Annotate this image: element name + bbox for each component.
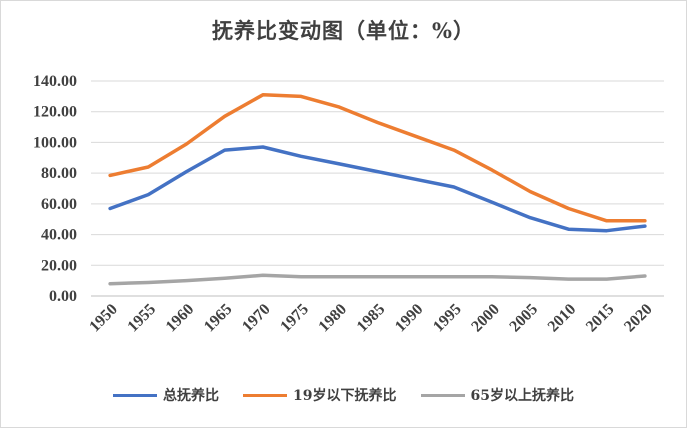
x-tick-label: 2010 xyxy=(545,301,580,336)
legend-label-elderly: 65岁以上抚养比 xyxy=(470,388,574,404)
x-tick-label: 1955 xyxy=(124,301,159,336)
y-tick-label: 60.00 xyxy=(41,196,77,213)
legend-swatch-total xyxy=(113,393,158,397)
x-tick-label: 1950 xyxy=(86,301,121,336)
legend-item-total: 总抚养比 xyxy=(113,385,219,405)
x-tick-label: 2005 xyxy=(506,301,541,336)
x-tick-label: 1980 xyxy=(315,301,350,336)
x-tick-label: 1990 xyxy=(392,301,427,336)
x-tick-label: 1970 xyxy=(239,301,274,336)
legend-label-total: 总抚养比 xyxy=(163,388,220,404)
y-tick-label: 140.00 xyxy=(33,73,77,90)
y-tick-label: 20.00 xyxy=(41,257,77,274)
x-tick-label: 1995 xyxy=(430,301,465,336)
x-axis-ticks: 1950 1955 1960 1965 1970 1975 1980 1985 1990 1995… xyxy=(86,301,655,336)
x-tick-label: 2015 xyxy=(583,301,618,336)
y-tick-label: 40.00 xyxy=(41,227,77,244)
x-tick-label: 1975 xyxy=(277,301,312,336)
series-line-2 xyxy=(108,273,647,286)
series-line-1 xyxy=(108,93,647,223)
chart-title: 抚养比变动图（单位：%） xyxy=(212,18,475,43)
legend-swatch-youth xyxy=(243,393,288,397)
x-tick-label: 2020 xyxy=(621,301,656,336)
legend-item-elderly: 65岁以上抚养比 xyxy=(420,385,574,405)
legend-swatch-elderly xyxy=(420,393,465,397)
gridlines xyxy=(91,80,664,297)
x-tick-label: 2000 xyxy=(468,301,503,336)
x-tick-label: 1965 xyxy=(201,301,236,336)
legend-label-youth: 19岁以下抚养比 xyxy=(293,388,397,404)
legend: 总抚养比 19岁以下抚养比 65岁以上抚养比 xyxy=(0,383,687,407)
x-tick-label: 1985 xyxy=(354,301,389,336)
legend-item-youth: 19岁以下抚养比 xyxy=(243,385,397,405)
y-tick-label: 100.00 xyxy=(33,134,77,151)
y-tick-label: 0.00 xyxy=(49,288,77,305)
y-tick-label: 80.00 xyxy=(41,165,77,182)
y-axis-ticks: 0.00 20.00 40.00 60.00 80.00 100.00 120.00 140.… xyxy=(33,73,77,305)
series-line-0 xyxy=(108,145,647,233)
x-tick-label: 1960 xyxy=(163,301,198,336)
y-tick-label: 120.00 xyxy=(33,104,77,121)
series-lines xyxy=(108,93,647,286)
